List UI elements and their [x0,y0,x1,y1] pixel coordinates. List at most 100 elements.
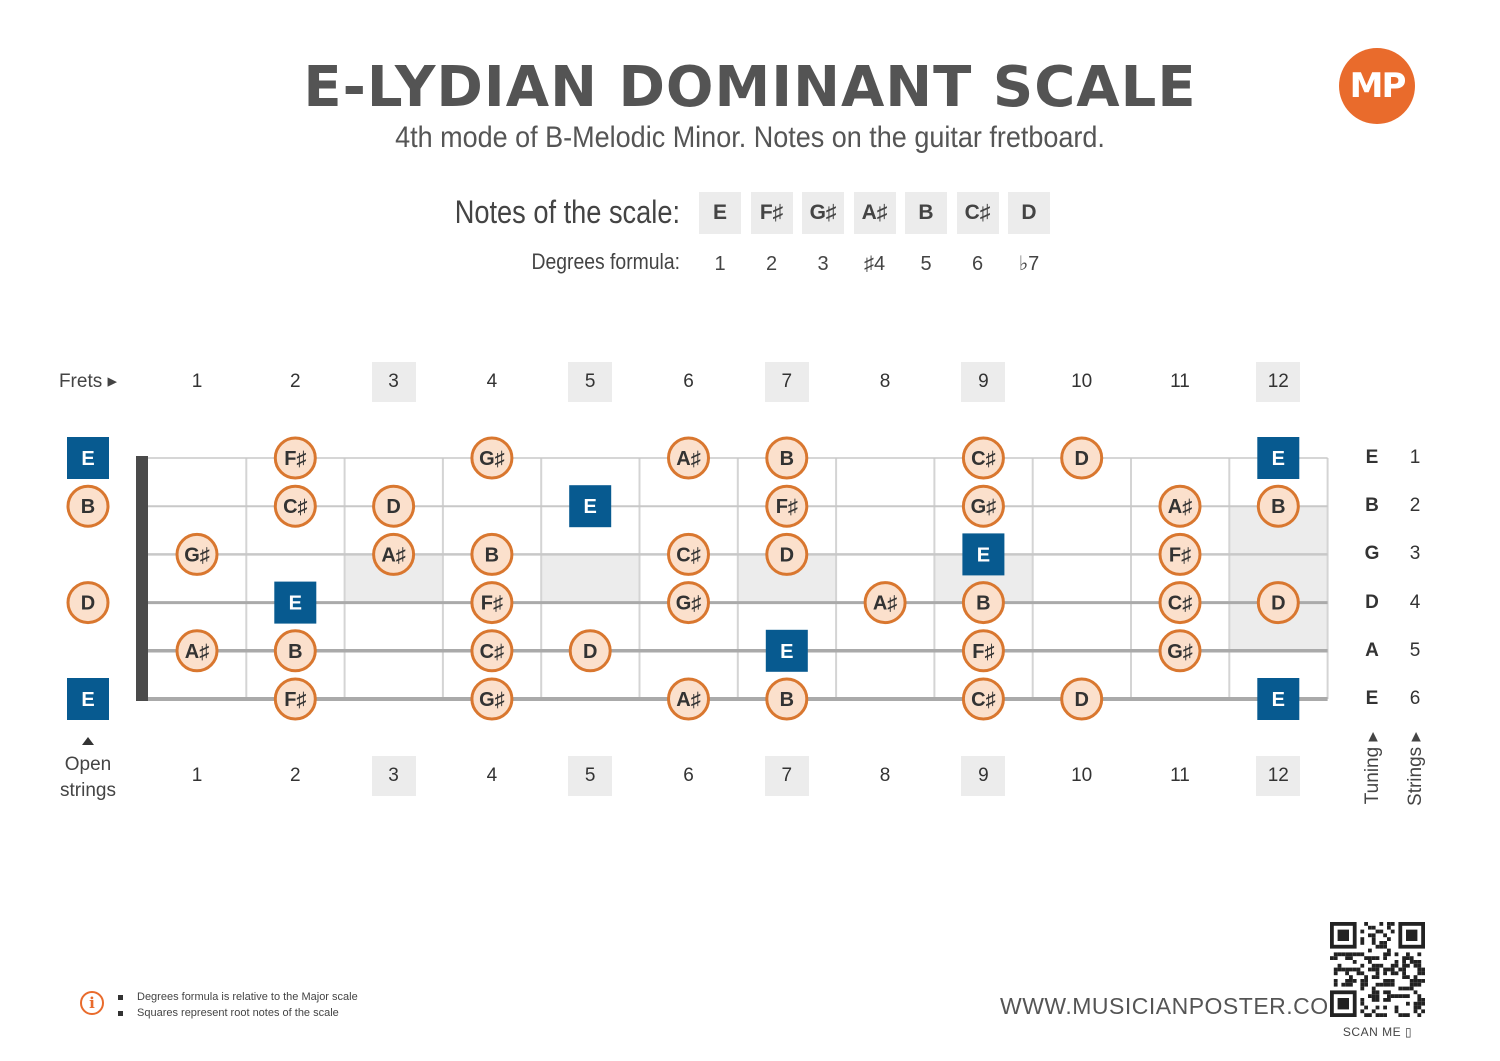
scan-me-label: SCAN ME ▯ [1342,1025,1413,1039]
strings-vertical-label: Strings ▸ [1405,732,1426,806]
degrees-formula-label: Degrees formula: [531,249,681,274]
fretboard-note-label: A♯ [185,641,209,663]
fret-number-top: 10 [1071,371,1093,392]
fret-number-top: 5 [568,362,613,402]
fretboard-note-label: D [1074,689,1088,711]
scale-note-box: A♯ [853,192,896,234]
musicianposter-logo-icon: MP [1339,48,1415,124]
scale-note-box: E [699,192,741,234]
string-number: 5 [1409,639,1421,661]
fretboard-note-label: B [976,593,990,615]
string-number: 6 [1409,688,1421,709]
fret-number-bottom: 10 [1071,765,1093,786]
qr-code-icon[interactable] [1330,922,1425,1017]
scale-note-circle: D [372,484,416,528]
scale-note-circle: D [1060,677,1104,721]
frets-label: Frets ▸ [58,371,118,392]
tuning-note: D [1365,591,1379,613]
page-title: E-LYDIAN DOMINANT SCALE [303,55,1197,120]
fretboard-note-label: D [583,641,597,663]
notes-of-scale-label: Notes of the scale: [454,194,680,230]
fretboard-note-label: A♯ [676,448,700,470]
fret-number-bottom: 11 [1170,765,1190,786]
scale-note-circle: B [66,484,110,528]
footnote-degrees: Degrees formula is relative to the Major… [118,990,358,1004]
fretboard-note-label: F♯ [284,448,306,470]
website-link[interactable]: WWW.MUSICIANPOSTER.COM [1000,993,1349,1019]
open-strings-label: Open strings [40,752,136,804]
scale-note-circle: B [1256,484,1300,528]
fretboard-note-label: G♯ [676,593,702,615]
scale-degree: ♭7 [1018,253,1040,275]
fret-number-bottom: 8 [879,765,891,786]
fretboard-note-label: A♯ [676,689,700,711]
fretboard-note-label: D [81,593,95,615]
fret-number-bottom: 1 [191,765,203,786]
fretboard-note-label: E [1272,448,1285,470]
fretboard-note-label: A♯ [1168,496,1192,518]
fret-number-top: 2 [290,371,301,392]
fretboard-note-label: B [1271,496,1285,518]
scale-degree: ♯4 [863,253,886,275]
fret-number-top: 3 [371,362,416,402]
fret-number-bottom: 3 [371,756,416,796]
string-number: 4 [1409,591,1421,613]
open-strings-label-line2: strings [60,780,116,801]
fret-number-top: 9 [961,362,1006,402]
fretboard-note-label: B [780,689,794,711]
fretboard-note-label: B [288,641,302,663]
fret-marker-shade [541,554,640,603]
fret-number-top: 11 [1170,371,1190,392]
scale-note-circle: D [66,581,110,625]
fretboard-nut [136,456,148,701]
fretboard-note-label: D [386,496,400,518]
fretboard-note-label: C♯ [676,544,700,566]
tuning-note: B [1365,495,1379,517]
fretboard-note-label: F♯ [776,496,798,518]
scale-note-circle: A♯ [667,436,710,480]
scale-note-circle: F♯ [273,677,317,721]
page-subtitle: 4th mode of B-Melodic Minor. Notes on th… [395,121,1105,154]
tuning-vertical-label: Tuning ▸ [1362,732,1383,805]
fret-number-bottom: 5 [568,756,613,796]
fret-number-bottom: 2 [290,765,301,786]
fretboard-note-label: G♯ [479,448,505,470]
fretboard-note-label: E [780,641,793,663]
root-note-square: E [765,629,808,672]
scale-note-box: G♯ [802,192,844,234]
phone-icon: ▯ [1404,1025,1413,1039]
fretboard-note-label: E [289,593,302,615]
tuning-note: E [1365,688,1379,709]
fret-number-top: 7 [764,362,809,402]
tuning-note: E [1365,447,1379,468]
scale-note-box: F♯ [750,192,793,234]
fretboard-note-label: C♯ [971,689,995,711]
scale-note-circle: C♯ [961,677,1005,721]
scale-note-circle: B [961,581,1005,625]
string-number: 2 [1409,495,1421,517]
fretboard-note-label: G♯ [1167,641,1193,663]
scale-note-circle: C♯ [470,629,514,673]
scale-degree: 5 [920,253,932,275]
fretboard-note-label: G♯ [184,544,210,566]
fretboard-note-label: B [485,544,499,566]
scale-note-circle: B [765,436,809,480]
info-icon: i [80,991,104,1015]
scale-note-circle: B [470,532,514,576]
fretboard-note-label: C♯ [283,496,307,518]
open-strings-label-line1: Open [64,754,112,775]
scale-note-circle: F♯ [273,436,317,480]
fretboard-note-label: C♯ [1168,593,1192,615]
scale-note-box: C♯ [956,192,999,234]
scale-note-circle: G♯ [175,532,219,576]
scale-note-circle: G♯ [470,436,514,480]
fret-number-top: 4 [486,371,498,392]
scale-note-circle: C♯ [1158,581,1202,625]
scale-note-circle: G♯ [1158,629,1202,673]
string-number: 3 [1409,543,1421,565]
root-note-square: E [962,533,1005,576]
fretboard-note-label: F♯ [972,641,994,663]
fretboard-note-label: F♯ [481,593,503,615]
open-strings-arrow-icon [82,737,94,745]
fret-number-bottom: 6 [683,765,694,786]
